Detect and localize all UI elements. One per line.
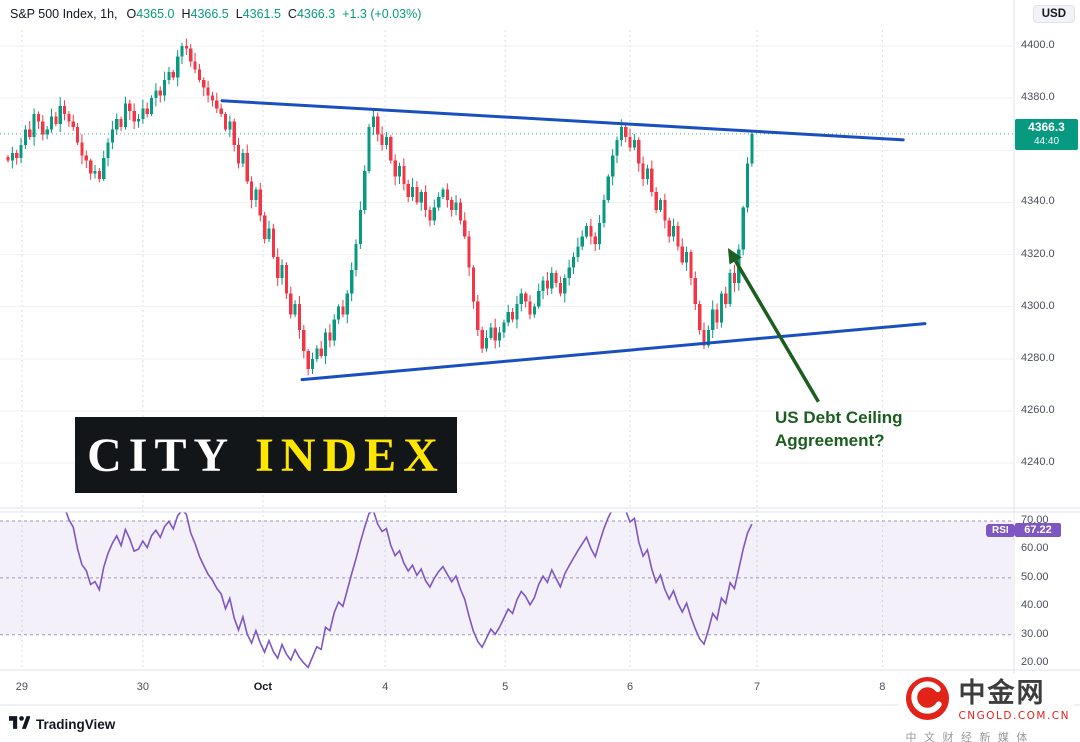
rsi-axis-label: 20.00 — [1021, 656, 1049, 669]
tradingview-logo[interactable]: TradingView — [9, 714, 115, 734]
price-axis-label: 4300.0 — [1021, 299, 1055, 312]
cngold-logo: 中金网 CNGOLD.COM.CN 中 文 财 经 新 媒 体 — [899, 674, 1074, 742]
close-label: C — [287, 7, 297, 21]
cngold-domain: CNGOLD.COM.CN — [958, 709, 1070, 722]
tradingview-icon — [9, 714, 31, 734]
high-label: H — [181, 7, 191, 21]
rsi-axis-label: 30.00 — [1021, 627, 1049, 640]
annotation-text[interactable]: US Debt Ceiling Aggreement? — [775, 406, 903, 452]
city-index-word-city: CITY — [87, 428, 236, 482]
rsi-axis-label: 40.00 — [1021, 599, 1049, 612]
tradingview-text: TradingView — [36, 716, 116, 732]
rsi-axis-label: 60.00 — [1021, 542, 1049, 555]
time-axis-label: 8 — [879, 681, 886, 693]
price-axis-label: 4320.0 — [1021, 247, 1055, 260]
ohlc-values: O4365.0 H4366.5 L4361.5 C4366.3 +1.3 (+0… — [127, 7, 422, 21]
current-price-badge: 4366.3 44:40 — [1015, 118, 1078, 150]
annotation-arrowhead — [727, 248, 742, 265]
price-axis-label: 4400.0 — [1021, 39, 1055, 51]
change-value: +1.3 (+0.03%) — [342, 7, 422, 21]
annotation-arrow — [734, 260, 820, 403]
time-axis-label: 29 — [15, 681, 29, 693]
city-index-logo: CITY INDEX — [75, 417, 457, 493]
annotation-line-2: Aggreement? — [775, 431, 885, 450]
price-axis-label: 4240.0 — [1021, 456, 1055, 469]
low-value: 4361.5 — [242, 7, 281, 21]
bar-countdown: 44:40 — [1033, 135, 1060, 147]
time-axis-label: 6 — [626, 681, 634, 693]
currency-button[interactable]: USD — [1032, 5, 1075, 23]
price-axis-label: 4280.0 — [1021, 351, 1055, 364]
city-index-word-index: INDEX — [255, 428, 445, 482]
time-axis-label: 4 — [382, 681, 389, 693]
low-label: L — [235, 7, 243, 21]
rsi-band — [0, 520, 1013, 636]
rsi-value-badge: 67.22 — [1015, 523, 1061, 537]
trendline-upper — [220, 99, 905, 142]
cngold-tagline: 中 文 财 经 新 媒 体 — [905, 731, 1030, 742]
symbol-title: S&P 500 Index, 1h, — [10, 7, 118, 21]
time-axis-label: 30 — [136, 681, 149, 693]
open-label: O — [126, 7, 137, 21]
high-value: 4366.5 — [190, 7, 229, 21]
current-price-value: 4366.3 — [1028, 119, 1065, 134]
time-axis-label: Oct — [253, 681, 273, 693]
rsi-axis-label: 50.00 — [1021, 570, 1049, 583]
close-value: 4366.3 — [296, 7, 336, 21]
open-value: 4365.0 — [136, 7, 175, 21]
cngold-icon — [905, 676, 950, 725]
rsi-line — [65, 512, 753, 669]
time-axis-label: 7 — [754, 681, 761, 693]
price-axis-label: 4380.0 — [1021, 91, 1055, 104]
candles-layer — [6, 38, 754, 376]
price-axis-label: 4340.0 — [1021, 195, 1055, 208]
symbol-legend[interactable]: S&P 500 Index, 1h, O4365.0 H4366.5 L4361… — [10, 7, 421, 21]
cngold-name: 中金网 — [958, 677, 1046, 709]
annotation-line-1: US Debt Ceiling — [775, 408, 903, 427]
rsi-label-badge: RSI — [986, 524, 1015, 537]
trendline-lower — [300, 322, 927, 382]
time-axis-label: 5 — [502, 681, 509, 693]
price-axis-label: 4260.0 — [1021, 403, 1055, 416]
